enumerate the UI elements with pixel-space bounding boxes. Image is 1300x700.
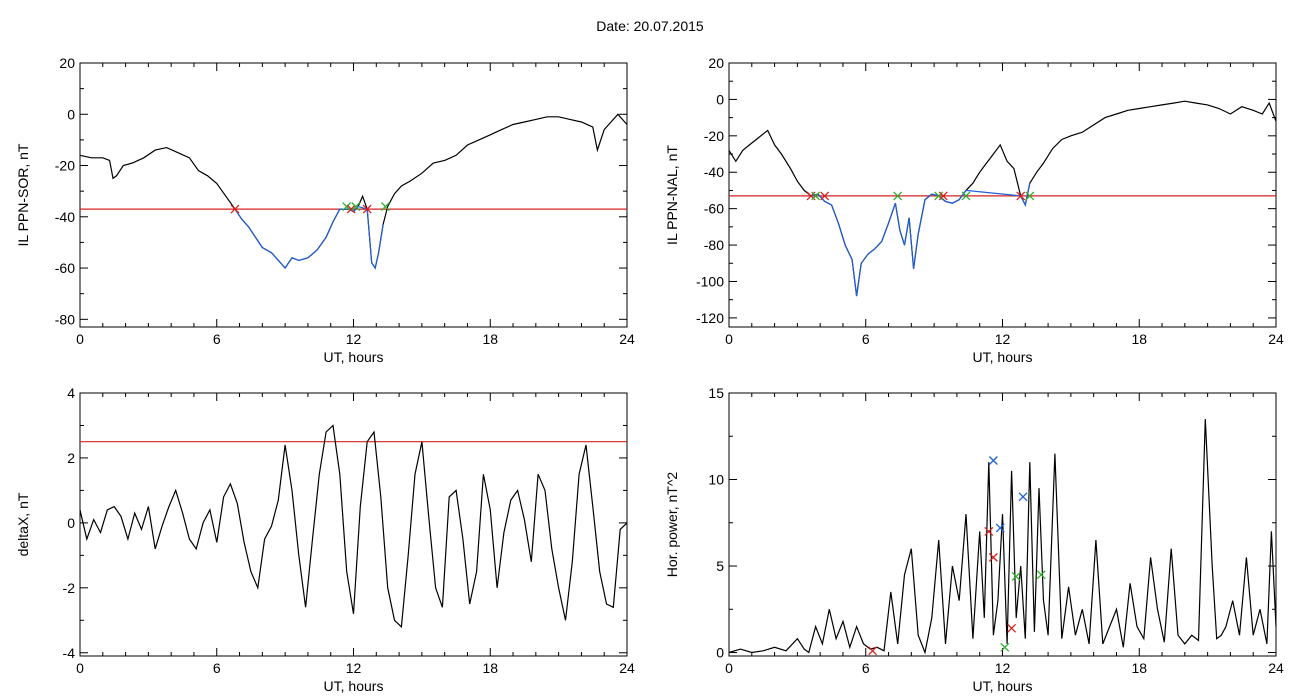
- event-marker: [1011, 571, 1021, 581]
- x-tick-label: 18: [1131, 331, 1147, 347]
- event-marker: [988, 456, 998, 465]
- event-marker: [1000, 642, 1010, 652]
- y-tick-label: 2: [67, 450, 75, 466]
- x-tick-label: 6: [862, 660, 870, 676]
- x-tick-label: 12: [346, 660, 362, 676]
- event-marker: [984, 526, 994, 536]
- y-tick-label: 20: [708, 55, 724, 71]
- event-marker: [893, 191, 903, 201]
- event-marker: [868, 646, 878, 656]
- x-tick-label: 0: [725, 331, 733, 347]
- event-marker: [1036, 570, 1046, 580]
- x-tick-label: 0: [725, 660, 733, 676]
- event-marker: [961, 191, 971, 201]
- y-tick-label: 4: [67, 385, 75, 401]
- event-marker: [230, 204, 240, 214]
- x-tick-label: 24: [619, 660, 635, 676]
- y-tick-label: -80: [704, 237, 724, 253]
- y-tick-label: 10: [708, 472, 724, 488]
- event-marker: [342, 202, 352, 211]
- y-tick-label: 0: [716, 91, 724, 107]
- highlight-line: [234, 205, 384, 270]
- x-tick-label: 24: [619, 331, 635, 347]
- y-tick-label: -40: [55, 209, 75, 225]
- y-axis-label: IL PPN-SOR, nT: [15, 143, 31, 246]
- highlight-line: [810, 183, 1031, 297]
- x-tick-label: 12: [995, 331, 1011, 347]
- data-line: [79, 113, 628, 270]
- figure-title: Date: 20.07.2015: [596, 18, 704, 34]
- x-tick-label: 18: [482, 331, 498, 347]
- event-marker: [1007, 623, 1017, 633]
- x-axis-label: UT, hours: [973, 678, 1033, 694]
- event-marker: [351, 202, 361, 211]
- event-marker: [346, 204, 356, 214]
- event-marker: [811, 191, 821, 201]
- y-tick-label: -60: [55, 260, 75, 276]
- x-tick-label: 0: [76, 660, 84, 676]
- event-marker: [362, 204, 372, 214]
- x-tick-label: 24: [1268, 331, 1284, 347]
- y-tick-label: -2: [63, 580, 76, 596]
- event-marker: [380, 202, 390, 211]
- y-axis-label: deltaX, nT: [15, 492, 31, 556]
- y-tick-label: -80: [55, 311, 75, 327]
- x-tick-label: 6: [213, 660, 221, 676]
- plot-frame: [79, 62, 628, 328]
- y-tick-label: -20: [704, 128, 724, 144]
- x-axis-label: UT, hours: [324, 678, 384, 694]
- y-tick-label: -100: [696, 273, 724, 289]
- x-axis-label: UT, hours: [973, 349, 1033, 365]
- y-tick-label: -20: [55, 158, 75, 174]
- y-tick-label: 0: [67, 106, 75, 122]
- data-line: [728, 100, 1277, 297]
- x-tick-label: 24: [1268, 660, 1284, 676]
- event-marker: [1018, 492, 1028, 502]
- event-marker: [988, 552, 998, 562]
- event-marker: [938, 191, 948, 201]
- x-tick-label: 18: [1131, 660, 1147, 676]
- y-tick-label: 15: [708, 385, 724, 401]
- x-tick-label: 12: [346, 331, 362, 347]
- y-axis-label: IL PPN-NAL, nT: [664, 145, 680, 245]
- y-tick-label: 0: [716, 645, 724, 661]
- event-marker: [995, 523, 1005, 533]
- x-tick-label: 6: [862, 331, 870, 347]
- data-line: [79, 424, 628, 629]
- y-tick-label: 0: [67, 515, 75, 531]
- x-tick-label: 18: [482, 660, 498, 676]
- data-line: [728, 418, 1277, 655]
- x-axis-label: UT, hours: [324, 349, 384, 365]
- y-axis-label: Hor. power, nT^2: [664, 472, 680, 578]
- event-marker: [1025, 191, 1035, 201]
- y-tick-label: -40: [704, 164, 724, 180]
- y-tick-label: -60: [704, 201, 724, 217]
- y-tick-label: 20: [59, 55, 75, 71]
- y-tick-label: -4: [63, 645, 76, 661]
- y-tick-label: -120: [696, 310, 724, 326]
- event-marker: [820, 191, 830, 201]
- x-tick-label: 6: [213, 331, 221, 347]
- y-tick-label: 5: [716, 558, 724, 574]
- x-tick-label: 0: [76, 331, 84, 347]
- x-tick-label: 12: [995, 660, 1011, 676]
- event-marker: [1016, 191, 1026, 201]
